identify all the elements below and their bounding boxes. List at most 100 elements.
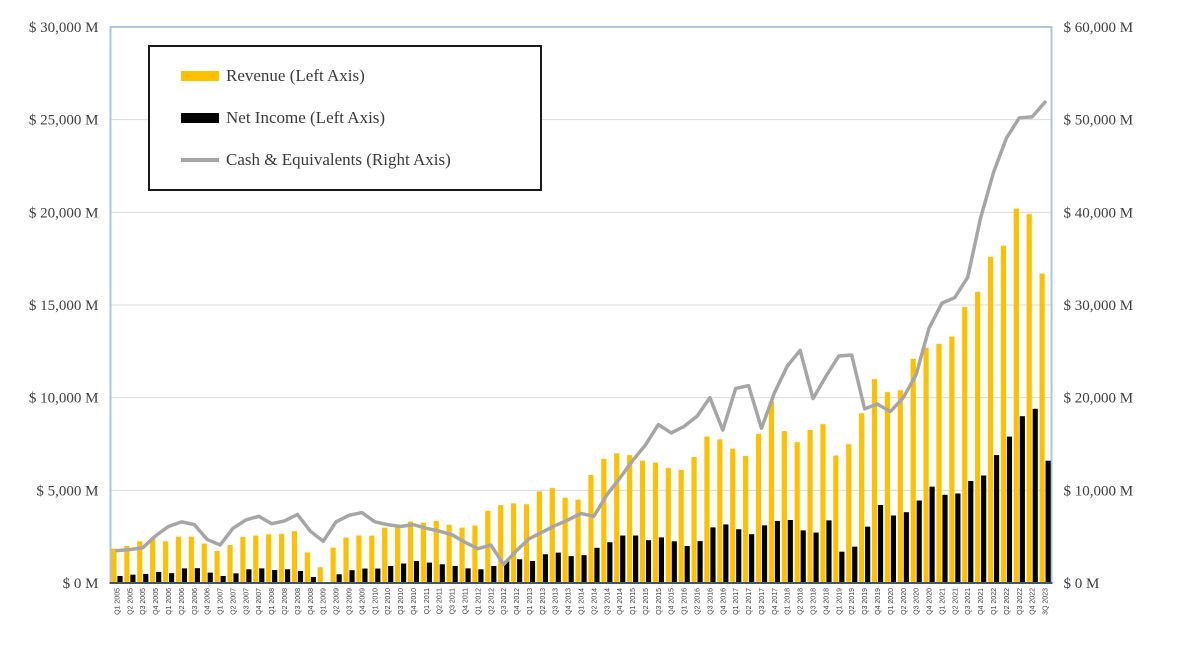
revenue-bar — [511, 503, 517, 583]
revenue-bar — [923, 347, 929, 583]
revenue-bar — [691, 456, 697, 583]
x-axis-tick-label: Q3 2007 — [243, 588, 250, 615]
net-income-bar — [826, 520, 832, 583]
revenue-bar — [949, 336, 955, 583]
revenue-bar — [1039, 273, 1045, 583]
x-axis-tick-label: Q2 2009 — [334, 588, 341, 615]
x-axis-tick-label: Q3 2022 — [1017, 588, 1024, 615]
revenue-bar — [975, 292, 981, 583]
x-axis-tick-label: Q3 2019 — [862, 588, 869, 615]
revenue-bar — [420, 522, 426, 583]
revenue-bar — [871, 379, 878, 583]
revenue-bar — [498, 505, 504, 583]
legend-label-cash: Cash & Equivalents (Right Axis) — [226, 150, 451, 169]
x-axis-tick-label: Q4 2010 — [411, 588, 418, 615]
revenue-bar — [137, 541, 143, 583]
revenue-bar — [768, 401, 775, 583]
net-income-bar — [156, 571, 162, 583]
net-income-bar — [981, 475, 987, 583]
revenue-bar — [652, 462, 658, 583]
x-axis-tick-label: Q4 2022 — [1030, 588, 1037, 615]
x-axis-tick-label: Q4 2021 — [978, 588, 985, 615]
net-income-bar — [620, 535, 626, 583]
x-axis-tick-label: Q1 2018 — [785, 588, 792, 615]
x-axis-tick-label: Q4 2009 — [359, 588, 366, 615]
x-axis-tick-label: Q1 2010 — [372, 588, 379, 615]
revenue-bar — [588, 474, 594, 583]
net-income-bar — [852, 546, 858, 583]
revenue-bar — [781, 431, 787, 583]
net-income-bar — [942, 494, 948, 583]
net-income-bar — [594, 547, 600, 583]
right-axis-tick-label: $ 60,000 M — [1064, 20, 1134, 36]
left-axis-tick-label: $ 10,000 M — [29, 391, 99, 407]
net-income-bar — [761, 525, 768, 583]
net-income-bar — [220, 575, 226, 583]
revenue-bar — [910, 358, 916, 583]
legend-item-net-income: Net Income (Left Axis) — [181, 108, 540, 128]
x-axis-tick-label: Q1 2021 — [939, 588, 946, 615]
left-axis-tick-label: $ 20,000 M — [29, 205, 99, 221]
revenue-bar — [446, 524, 452, 583]
revenue-bar — [124, 545, 130, 583]
revenue-bar — [330, 547, 336, 583]
net-income-bar — [117, 575, 123, 583]
x-axis-tick-label: Q2 2017 — [746, 588, 753, 615]
revenue-bar — [175, 536, 182, 583]
revenue-bar — [627, 455, 633, 583]
net-income-bar — [903, 512, 909, 583]
net-income-bar — [400, 563, 407, 583]
net-income-bar — [671, 541, 677, 583]
net-income-bar — [633, 535, 639, 583]
net-income-bar — [710, 527, 716, 583]
right-axis-tick-label: $ 40,000 M — [1064, 205, 1134, 221]
net-income-bar — [284, 569, 291, 583]
revenue-bar — [639, 460, 646, 583]
revenue-bar — [820, 424, 826, 583]
x-axis-tick-label: Q3 2016 — [707, 588, 714, 615]
x-axis-tick-label: Q4 2017 — [772, 588, 779, 615]
revenue-bar — [253, 535, 259, 583]
x-axis-tick-label: Q4 2014 — [617, 588, 624, 615]
net-income-bar — [336, 574, 342, 583]
x-axis-tick-label: Q3 2012 — [501, 588, 508, 615]
net-income-bar — [929, 486, 935, 583]
x-axis-tick-label: Q2 2005 — [127, 588, 134, 615]
net-income-bar — [207, 572, 213, 583]
revenue-bar — [936, 343, 942, 583]
cash-equivalents-line — [115, 100, 1047, 567]
x-axis-tick-label: Q1 2007 — [218, 588, 225, 615]
revenue-bar — [459, 527, 465, 583]
x-axis-tick-label: Q1 2005 — [114, 588, 121, 615]
net-income-bar — [349, 570, 355, 583]
net-income-bar — [555, 552, 561, 583]
net-income-bar — [697, 541, 703, 583]
revenue-bar — [317, 567, 323, 583]
net-income-bar — [143, 573, 149, 583]
net-income-bar — [272, 570, 278, 583]
net-income-bar — [413, 560, 420, 583]
x-axis-tick-label: Q4 2008 — [308, 588, 315, 615]
x-axis-tick-label: Q4 2018 — [823, 588, 830, 615]
x-axis-tick-label: Q3 2021 — [965, 588, 972, 615]
right-axis-tick-label: $ 50,000 M — [1064, 113, 1134, 129]
net-income-bar — [388, 565, 394, 583]
x-axis-tick-label: Q1 2017 — [733, 588, 740, 615]
net-income-bar — [813, 532, 819, 583]
x-axis-tick-label: Q2 2013 — [540, 588, 547, 615]
x-axis-tick-label: Q2 2011 — [437, 588, 444, 614]
revenue-bar — [369, 535, 375, 583]
x-axis-tick-label: Q1 2013 — [527, 588, 534, 615]
net-income-bar — [787, 519, 793, 583]
x-axis-tick-label: Q3 2011 — [450, 588, 457, 614]
net-income-bar — [723, 524, 729, 583]
x-axis-tick-label: Q1 2008 — [269, 588, 276, 615]
revenue-bar — [1013, 208, 1019, 583]
net-income-bar — [439, 564, 445, 583]
x-axis-tick-label: Q3 2015 — [656, 588, 663, 615]
net-income-bar — [607, 542, 613, 583]
net-income-bar — [130, 574, 136, 583]
x-axis-tick-label: Q1 2006 — [166, 588, 173, 615]
x-axis-tick-label: Q4 2015 — [669, 588, 676, 615]
